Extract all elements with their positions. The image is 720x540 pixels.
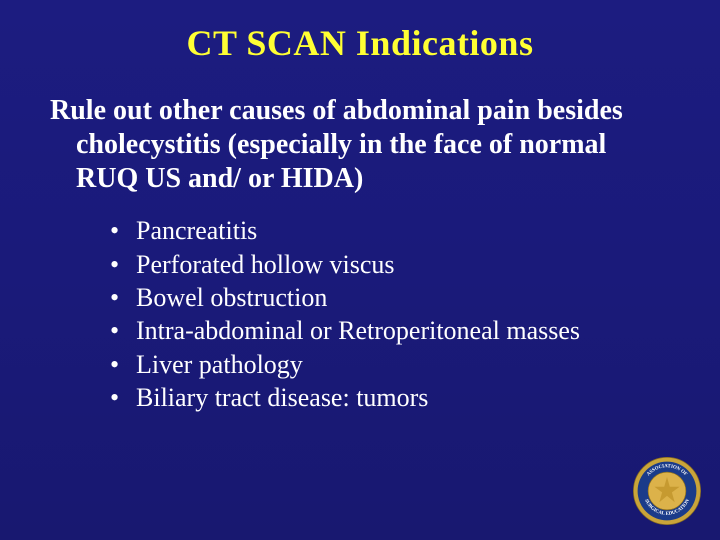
list-item: Bowel obstruction: [110, 281, 670, 314]
lead-paragraph: Rule out other causes of abdominal pain …: [50, 94, 670, 196]
list-item: Liver pathology: [110, 348, 670, 381]
slide-title: CT SCAN Indications: [0, 0, 720, 64]
list-item: Intra-abdominal or Retroperitoneal masse…: [110, 314, 670, 347]
slide: CT SCAN Indications Rule out other cause…: [0, 0, 720, 540]
bullet-list: Pancreatitis Perforated hollow viscus Bo…: [50, 214, 670, 414]
slide-body: Rule out other causes of abdominal pain …: [0, 64, 720, 414]
list-item: Perforated hollow viscus: [110, 248, 670, 281]
list-item: Pancreatitis: [110, 214, 670, 247]
lead-text: Rule out other causes of abdominal pain …: [50, 94, 670, 196]
list-item: Biliary tract disease: tumors: [110, 381, 670, 414]
seal-icon: ASSOCIATION OF SURGICAL EDUCATION: [632, 456, 702, 526]
